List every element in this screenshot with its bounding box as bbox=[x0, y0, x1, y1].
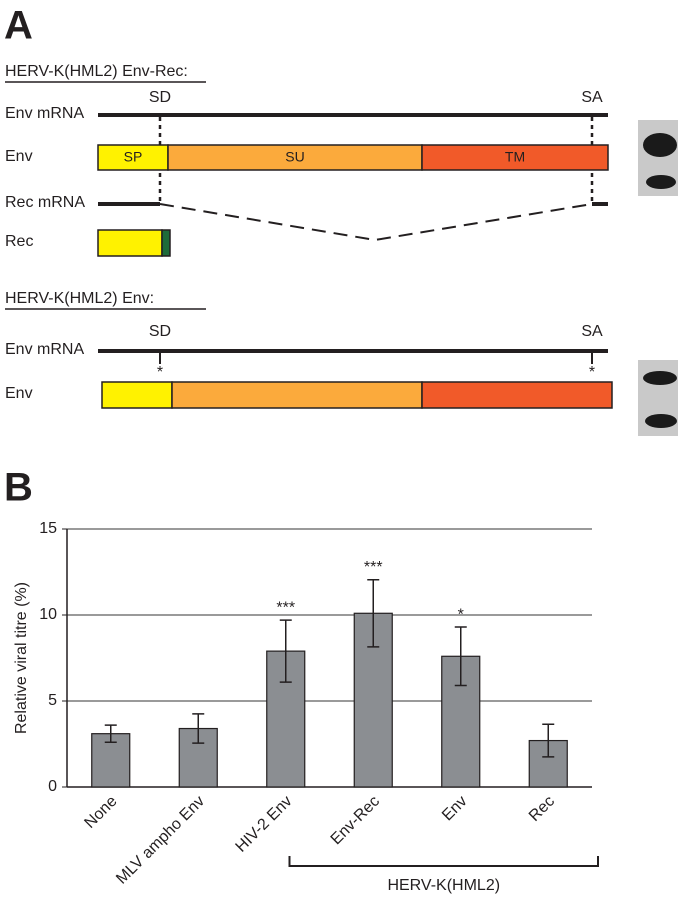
significance: *** bbox=[276, 599, 295, 616]
error-bar bbox=[542, 723, 555, 758]
x-tick-label: MLV ampho Env bbox=[113, 793, 208, 888]
row-label: Rec bbox=[5, 233, 33, 250]
site-label: SD bbox=[149, 323, 171, 340]
domain-sp bbox=[97, 144, 169, 171]
domain-label: SU bbox=[285, 149, 304, 165]
group-label: HERV-K(HML2) bbox=[387, 877, 500, 894]
error-bar bbox=[104, 724, 117, 744]
y-tick-label: 10 bbox=[39, 606, 57, 623]
row-label: Env bbox=[5, 148, 33, 165]
construct-title: HERV-K(HML2) Env: bbox=[5, 290, 154, 307]
blot-band bbox=[643, 133, 677, 157]
construct-title: HERV-K(HML2) Env-Rec: bbox=[5, 63, 188, 80]
blot-band bbox=[643, 371, 677, 385]
y-axis-label: Relative viral titre (%) bbox=[13, 582, 30, 734]
row-label: Env mRNA bbox=[5, 105, 84, 122]
bar bbox=[266, 650, 306, 788]
intron bbox=[159, 203, 593, 242]
x-tick-label: Env-Rec bbox=[328, 793, 383, 848]
domain-label: TM bbox=[505, 149, 525, 165]
x-tick-label: Rec bbox=[526, 793, 558, 825]
row-label: Env mRNA bbox=[5, 341, 84, 358]
error-bar bbox=[192, 713, 205, 744]
panel-label: B bbox=[4, 466, 33, 510]
mutation-mark: * bbox=[589, 364, 595, 381]
rec-protein-tail bbox=[161, 229, 171, 257]
site-label: SA bbox=[581, 323, 603, 340]
error-bar bbox=[279, 619, 292, 683]
y-tick-label: 15 bbox=[39, 520, 57, 537]
error-bar bbox=[454, 626, 467, 687]
significance: * bbox=[458, 606, 464, 623]
domain-label: SP bbox=[124, 149, 143, 165]
mutation-mark: * bbox=[157, 364, 163, 381]
row-label: Rec mRNA bbox=[5, 194, 85, 211]
panel-label: A bbox=[4, 4, 33, 48]
row-label: Env bbox=[5, 385, 33, 402]
domain-su bbox=[171, 381, 423, 409]
y-tick-label: 5 bbox=[48, 692, 57, 709]
domain-sp bbox=[101, 381, 173, 409]
site-label: SA bbox=[581, 89, 603, 106]
blot-band bbox=[646, 175, 676, 189]
group-bracket bbox=[288, 856, 599, 867]
domain-tm bbox=[421, 144, 609, 171]
blot-band bbox=[645, 414, 677, 428]
error-bar bbox=[367, 578, 380, 648]
rec-protein bbox=[97, 229, 163, 257]
x-tick-label: HIV-2 Env bbox=[233, 793, 296, 856]
bar bbox=[91, 733, 131, 788]
x-tick-label: None bbox=[81, 793, 120, 832]
domain-tm bbox=[421, 381, 613, 409]
x-tick-label: Env bbox=[439, 793, 471, 825]
site-label: SD bbox=[149, 89, 171, 106]
significance: *** bbox=[364, 559, 383, 576]
y-tick-label: 0 bbox=[48, 778, 57, 795]
